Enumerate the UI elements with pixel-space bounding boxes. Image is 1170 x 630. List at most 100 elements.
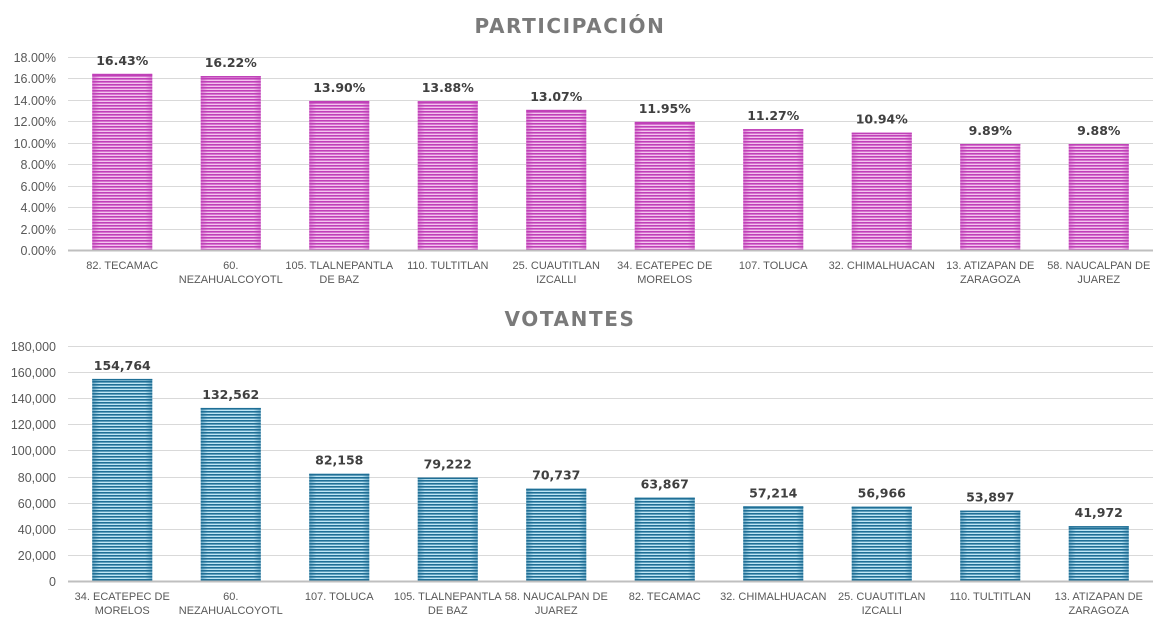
x-tick-label: 25. CUAUTITLAN (513, 260, 600, 272)
x-tick-label: IZCALLI (536, 274, 576, 286)
bar-group (743, 129, 804, 250)
data-label: 11.27% (747, 108, 800, 123)
bar-shade (634, 121, 695, 250)
bar-group (309, 100, 370, 250)
bar-shade (1068, 144, 1129, 250)
bar-shade (851, 506, 912, 581)
bar-top-edge (526, 488, 587, 491)
data-label: 82,158 (315, 453, 363, 468)
data-label: 13.88% (422, 80, 475, 95)
bar-top-edge (743, 506, 804, 508)
data-label: 63,867 (641, 477, 689, 492)
x-tick-label: JUAREZ (535, 605, 578, 617)
y-tick-label: 6.00% (21, 180, 56, 194)
bar-top-edge (417, 477, 478, 480)
bar-top-edge (634, 497, 695, 500)
bar-group (1068, 144, 1129, 250)
x-tick-label: 60. (223, 591, 238, 603)
bar-shade (92, 73, 153, 250)
participacion-plot: 0.00% 2.00% 4.00% 6.00% 8.00% 10.00% 12.00% 14.… (14, 51, 1153, 286)
x-tick-label: 32. CHIMALHUACAN (829, 260, 935, 272)
y-tick-label: 80,000 (18, 471, 56, 485)
y-tick-label: 100,000 (11, 444, 56, 458)
y-tick-label: 140,000 (11, 392, 56, 406)
y-tick-label: 60,000 (18, 497, 56, 511)
data-label: 16.43% (96, 53, 149, 68)
bar-top-edge (1068, 144, 1129, 146)
data-label: 9.89% (969, 123, 1013, 138)
data-label: 53,897 (966, 490, 1014, 505)
data-label: 41,972 (1075, 505, 1123, 520)
bar-group (526, 488, 587, 581)
bar-group (851, 132, 912, 250)
data-label: 154,764 (94, 358, 151, 373)
y-tick-label: 40,000 (18, 523, 56, 537)
x-tick-label: 107. TOLUCA (739, 260, 808, 272)
bar-top-edge (309, 100, 370, 103)
chart-title-votantes: VOTANTES (504, 307, 636, 331)
y-tick-label: 0.00% (21, 244, 56, 258)
x-tick-label: 110. TULTITLAN (950, 591, 1031, 603)
data-label: 11.95% (639, 101, 692, 116)
data-label: 132,562 (202, 387, 259, 402)
x-tick-label: 105. TLALNEPANTLA (285, 260, 393, 272)
data-label: 56,966 (858, 486, 907, 501)
x-tick-label: 60. (223, 260, 238, 272)
y-tick-label: 18.00% (14, 51, 56, 65)
bar-top-edge (92, 378, 153, 381)
bar-shade (851, 132, 912, 250)
bar-top-edge (960, 510, 1021, 513)
bar-group (634, 121, 695, 250)
x-tick-label: MORELOS (637, 274, 692, 286)
chart-title-participacion: PARTICIPACIÓN (474, 14, 666, 38)
bar-group (417, 101, 478, 250)
x-tick-label: 105. TLALNEPANTLA (394, 591, 502, 603)
x-tick-label: 82. TECAMAC (629, 591, 701, 603)
bar-top-edge (200, 76, 261, 78)
bar-top-edge (309, 473, 370, 476)
data-label: 13.90% (313, 80, 366, 95)
bar-group (960, 510, 1021, 581)
bar-shade (417, 477, 478, 581)
y-tick-label: 8.00% (21, 158, 56, 172)
bar-shade (634, 497, 695, 581)
bar-group (200, 76, 261, 250)
x-tick-label: 25. CUAUTITLAN (838, 591, 925, 603)
bar-top-edge (634, 121, 695, 124)
bar-top-edge (851, 506, 912, 509)
participacion-chart: PARTICIPACIÓN 0.00% 2.00% 4.00% 6.00% 8.00% 1… (0, 0, 1170, 295)
y-tick-label: 180,000 (11, 340, 56, 354)
data-label: 9.88% (1077, 123, 1121, 138)
bar-shade (309, 100, 370, 250)
data-label: 79,222 (424, 457, 472, 472)
y-tick-label: 160,000 (11, 366, 56, 380)
x-tick-label: 58. NAUCALPAN DE (1047, 260, 1150, 272)
x-tick-label: DE BAZ (319, 274, 359, 286)
bar-shade (743, 129, 804, 250)
bar-shade (417, 101, 478, 250)
bar-shade (960, 143, 1021, 250)
bar-top-edge (743, 129, 804, 131)
y-tick-label: 120,000 (11, 418, 56, 432)
bar-shade (960, 510, 1021, 581)
x-tick-label: 13. ATIZAPAN DE (946, 260, 1034, 272)
bar-shade (309, 473, 370, 581)
bar-top-edge (960, 143, 1021, 146)
bar-group (743, 506, 804, 581)
bar-group (526, 109, 587, 250)
bar-group (92, 378, 153, 581)
x-tick-label: NEZAHUALCOYOTL (179, 605, 283, 617)
data-label: 57,214 (749, 485, 798, 500)
votantes-chart: VOTANTES 0 20,000 40,000 60,000 80,000 100,00… (0, 300, 1170, 630)
bar-shade (526, 488, 587, 581)
bar-shade (92, 378, 153, 581)
x-tick-label: DE BAZ (428, 605, 468, 617)
y-tick-label: 12.00% (14, 115, 56, 129)
bar-shade (200, 76, 261, 250)
bar-top-edge (526, 109, 587, 112)
bar-shade (200, 407, 261, 581)
x-tick-label: 58. NAUCALPAN DE (505, 591, 608, 603)
bar-group (309, 473, 370, 581)
x-tick-label: MORELOS (95, 605, 150, 617)
bar-top-edge (200, 407, 261, 410)
